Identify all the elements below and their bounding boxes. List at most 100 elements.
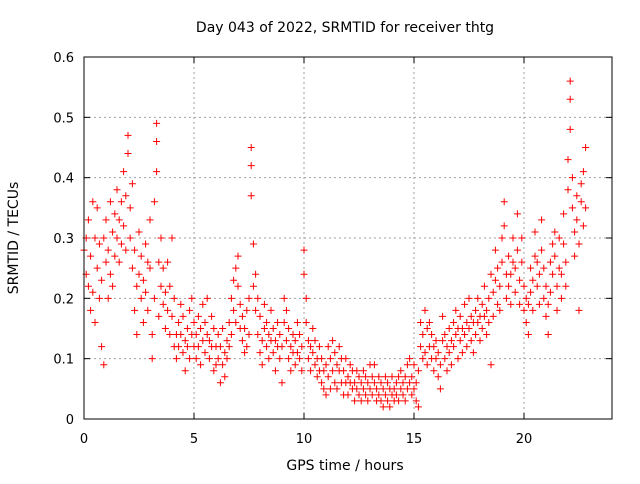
data-point [291,337,299,345]
data-point [522,294,530,302]
data-point [516,300,524,308]
data-point [381,391,389,399]
data-point [157,282,165,290]
data-point [540,264,548,272]
data-point [582,144,590,151]
data-point [84,282,92,290]
data-point [298,343,306,351]
y-tick-label: 0 [66,413,74,428]
data-point [84,216,92,224]
data-point [232,318,240,326]
data-point [344,391,352,399]
data-point [579,222,587,230]
data-point [238,337,246,345]
data-point [432,337,440,345]
data-point [148,355,156,363]
data-point [106,270,114,278]
data-point [269,325,277,332]
y-axis-label: SRMTID / TECUs [6,182,22,295]
data-point [335,343,343,351]
data-point [298,367,306,375]
data-point [214,331,222,339]
data-point [368,373,376,381]
data-point [131,306,139,314]
data-point [421,349,429,357]
data-point [131,246,139,254]
data-point [502,294,510,302]
data-point [320,385,328,393]
data-point [458,349,466,357]
data-point [494,300,502,308]
data-point [100,234,108,242]
chart-title: Day 043 of 2022, SRMTID for receiver tht… [196,20,494,36]
data-point [507,300,515,308]
data-point [408,373,416,381]
data-point [388,373,396,381]
data-point [342,355,350,363]
data-point [194,312,202,320]
data-point [450,318,458,326]
x-tick-label: 10 [296,432,313,447]
data-point [566,77,574,85]
data-point [379,403,387,411]
data-point [511,264,519,272]
data-point [91,318,99,326]
data-point [461,300,469,308]
data-point [496,282,504,290]
data-point [421,306,429,314]
data-point [172,355,180,363]
data-point [111,252,119,260]
data-point [271,337,279,345]
data-point [375,373,383,381]
data-point [181,337,189,345]
data-point [164,306,172,314]
data-point [441,331,449,339]
data-point [509,258,517,266]
data-point [179,312,187,320]
data-point [370,379,378,387]
data-point [395,397,403,405]
data-point [104,246,112,254]
data-point [573,216,581,224]
data-point [234,252,242,260]
data-point [346,361,354,369]
data-point [344,373,352,381]
data-point [500,198,508,206]
data-point [529,276,537,284]
data-point [489,312,497,320]
data-point [133,282,141,290]
data-point [252,306,260,314]
data-point [524,300,532,308]
data-point [315,343,323,351]
data-point [124,150,132,158]
data-point [364,379,372,387]
data-point [307,343,315,351]
data-point [353,367,361,375]
data-point [496,306,504,314]
data-point [219,325,227,332]
data-point [544,300,552,308]
y-tick-label: 0.6 [53,51,74,66]
data-point [252,270,260,278]
data-point [538,216,546,224]
data-point [362,373,370,381]
data-point [230,306,238,314]
data-point [410,385,418,393]
data-point [377,397,385,405]
data-point [210,325,218,332]
data-point [113,186,121,194]
data-point [562,282,570,290]
data-point [518,234,526,242]
data-point [113,234,121,242]
data-point [573,192,581,200]
data-point [340,367,348,375]
data-point [564,156,572,164]
data-point [527,264,535,272]
data-point [194,343,202,351]
data-point [247,162,255,170]
data-point [487,361,495,369]
data-point [307,367,315,375]
data-point [227,294,235,302]
data-point [483,306,491,314]
data-point [555,264,563,272]
